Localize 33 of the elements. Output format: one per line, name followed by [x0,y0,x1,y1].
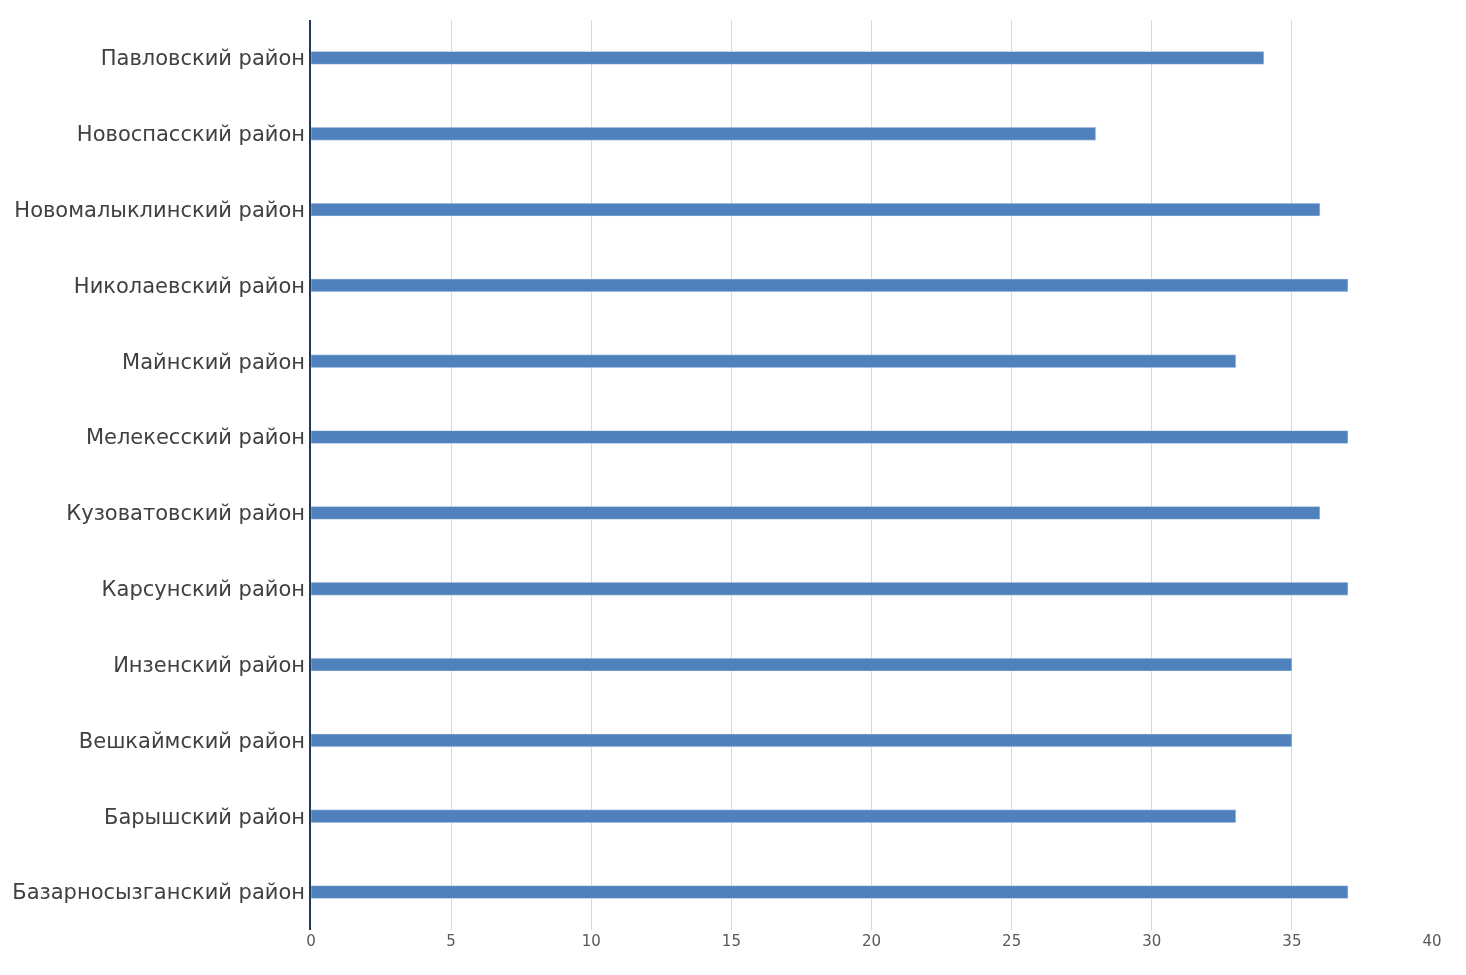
x-tick-label: 30 [1142,932,1162,950]
x-tick-label: 15 [721,932,741,950]
y-tick-label: Базарносызганский район [12,880,306,905]
x-tick-label: 10 [581,932,601,950]
y-tick-label: Майнский район [122,349,306,374]
x-tick-label: 20 [861,932,882,950]
bar [311,733,1293,748]
bar [311,127,1096,141]
bar [311,885,1349,899]
x-tick-label: 35 [1282,932,1302,950]
bar [311,202,1321,217]
x-tick-label: 25 [1002,932,1022,950]
y-tick-label: Новоспасский район [76,122,306,147]
y-tick-label: Мелекесский район [85,425,306,450]
x-tick-label: 0 [306,932,316,950]
y-tick-label: Карсунский район [101,577,306,602]
y-tick-label: Вешкаймский район [78,728,306,753]
y-tick-label: Кузоватовский район [66,501,306,526]
bar [311,51,1265,65]
y-tick-label: Инзенский район [113,652,306,677]
bar [311,278,1349,293]
bar [311,354,1237,368]
x-tick-label: 40 [1422,932,1442,950]
bar [311,809,1237,823]
y-tick-label: Павловский район [100,46,306,71]
y-tick-label: Николаевский район [73,273,306,298]
y-tick-label: Новомалыклинский район [14,197,306,222]
bar [311,430,1349,444]
x-tick-label: 5 [446,932,456,950]
bar [311,657,1293,672]
bar [311,506,1321,520]
y-tick-label: Барышский район [104,804,306,829]
bar [311,582,1349,596]
